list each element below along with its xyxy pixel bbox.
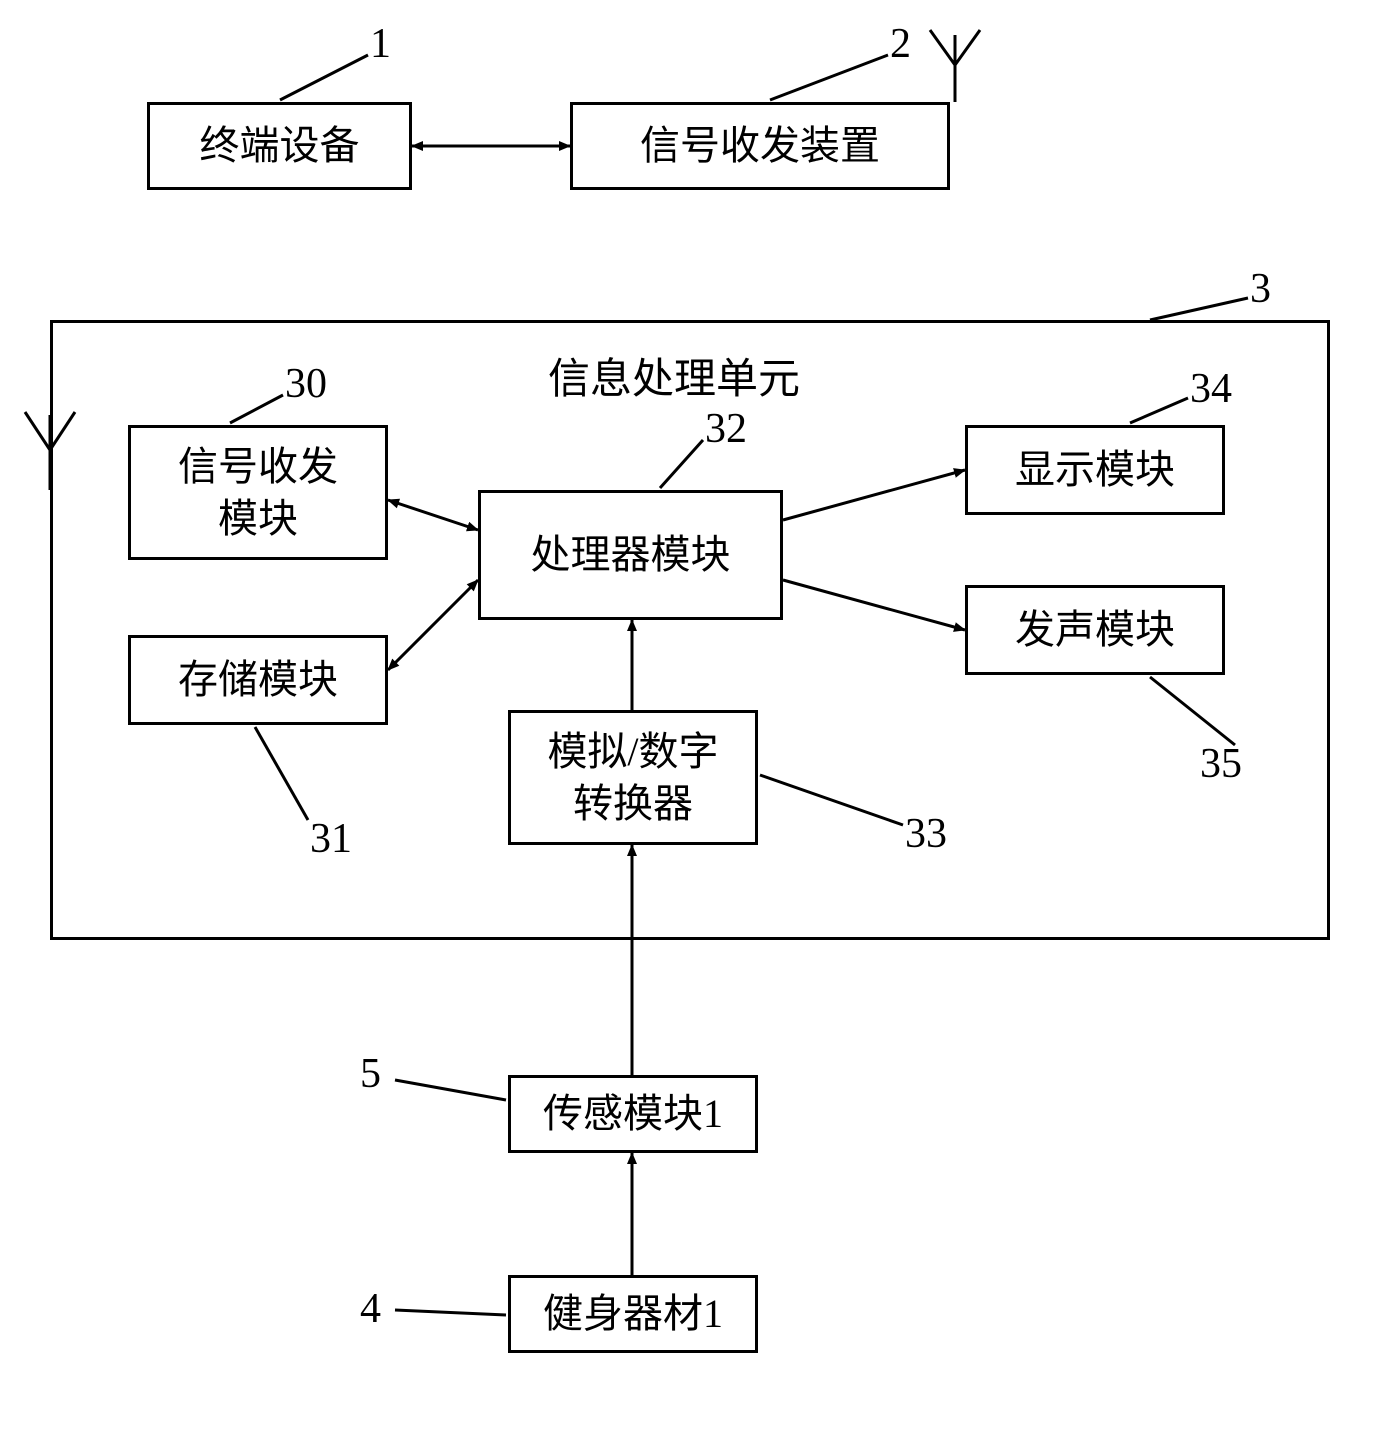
terminal-box: 终端设备	[147, 102, 412, 190]
sensor-module-label: 传感模块1	[543, 1088, 723, 1140]
sensor-module-box: 传感模块1	[508, 1075, 758, 1153]
leader-5	[395, 1080, 506, 1100]
label-1: 1	[370, 20, 391, 68]
transceiver-device-box: 信号收发装置	[570, 102, 950, 190]
label-32: 32	[705, 405, 747, 453]
storage-module-box: 存储模块	[128, 635, 388, 725]
label-35: 35	[1200, 740, 1242, 788]
leader-1	[280, 55, 368, 100]
label-31: 31	[310, 815, 352, 863]
adc-box: 模拟/数字 转换器	[508, 710, 758, 845]
equipment-box: 健身器材1	[508, 1275, 758, 1353]
label-30: 30	[285, 360, 327, 408]
equipment-label: 健身器材1	[543, 1288, 723, 1340]
ipu-title: 信息处理单元	[548, 345, 800, 406]
terminal-label: 终端设备	[200, 120, 360, 172]
leader-4	[395, 1310, 506, 1315]
antenna-icon	[930, 30, 980, 102]
processor-module-box: 处理器模块	[478, 490, 783, 620]
processor-module-label: 处理器模块	[531, 529, 731, 581]
sound-module-box: 发声模块	[965, 585, 1225, 675]
storage-module-label: 存储模块	[178, 654, 338, 706]
adc-label: 模拟/数字 转换器	[547, 726, 718, 830]
signal-module-box: 信号收发 模块	[128, 425, 388, 560]
label-33: 33	[905, 810, 947, 858]
label-4: 4	[360, 1285, 381, 1333]
sound-module-label: 发声模块	[1015, 604, 1175, 656]
signal-module-label: 信号收发 模块	[178, 441, 338, 545]
leader-2	[770, 55, 888, 100]
transceiver-device-label: 信号收发装置	[640, 120, 880, 172]
label-2: 2	[890, 20, 911, 68]
label-3: 3	[1250, 265, 1271, 313]
label-34: 34	[1190, 365, 1232, 413]
display-module-box: 显示模块	[965, 425, 1225, 515]
label-5: 5	[360, 1050, 381, 1098]
leader-3	[1150, 298, 1248, 320]
display-module-label: 显示模块	[1015, 444, 1175, 496]
